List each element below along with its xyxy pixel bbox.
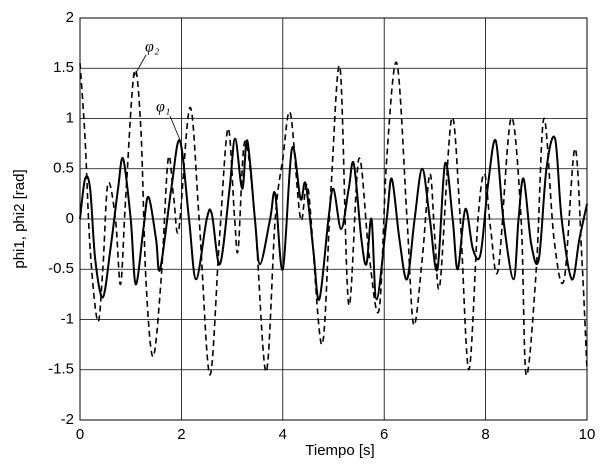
y-tick-label: -2 [61,411,74,428]
y-tick-label: 1 [66,109,74,126]
x-axis-label: Tiempo [s] [305,442,374,459]
y-axis-label: phi1, phi2 [rad] [11,169,28,268]
x-tick-label: 2 [177,426,185,443]
plot-area: -2 -1.5 -1 -0.5 0 0.5 1 1.5 2 0 2 4 6 8 10 [48,9,595,443]
series-line [79,135,588,301]
x-tick-label: 6 [380,426,388,443]
x-tick-label: 0 [76,426,84,443]
annotation: φ₂ [145,39,160,56]
annotation: φ₁ [156,99,170,116]
y-tick-label: 2 [66,9,74,26]
y-tick-label: -1.5 [48,361,74,378]
y-tick-label: -0.5 [48,260,74,277]
x-tick-label: 4 [279,426,287,443]
leader-line [132,54,147,79]
x-tick-label: 8 [481,426,489,443]
leader-line [169,115,181,141]
y-tick-label: -1 [61,310,74,327]
x-tick-label: 10 [579,426,596,443]
y-tick-label: 1.5 [53,59,74,76]
y-tick-label: 0.5 [53,160,74,177]
y-tick-label: 0 [66,210,74,227]
